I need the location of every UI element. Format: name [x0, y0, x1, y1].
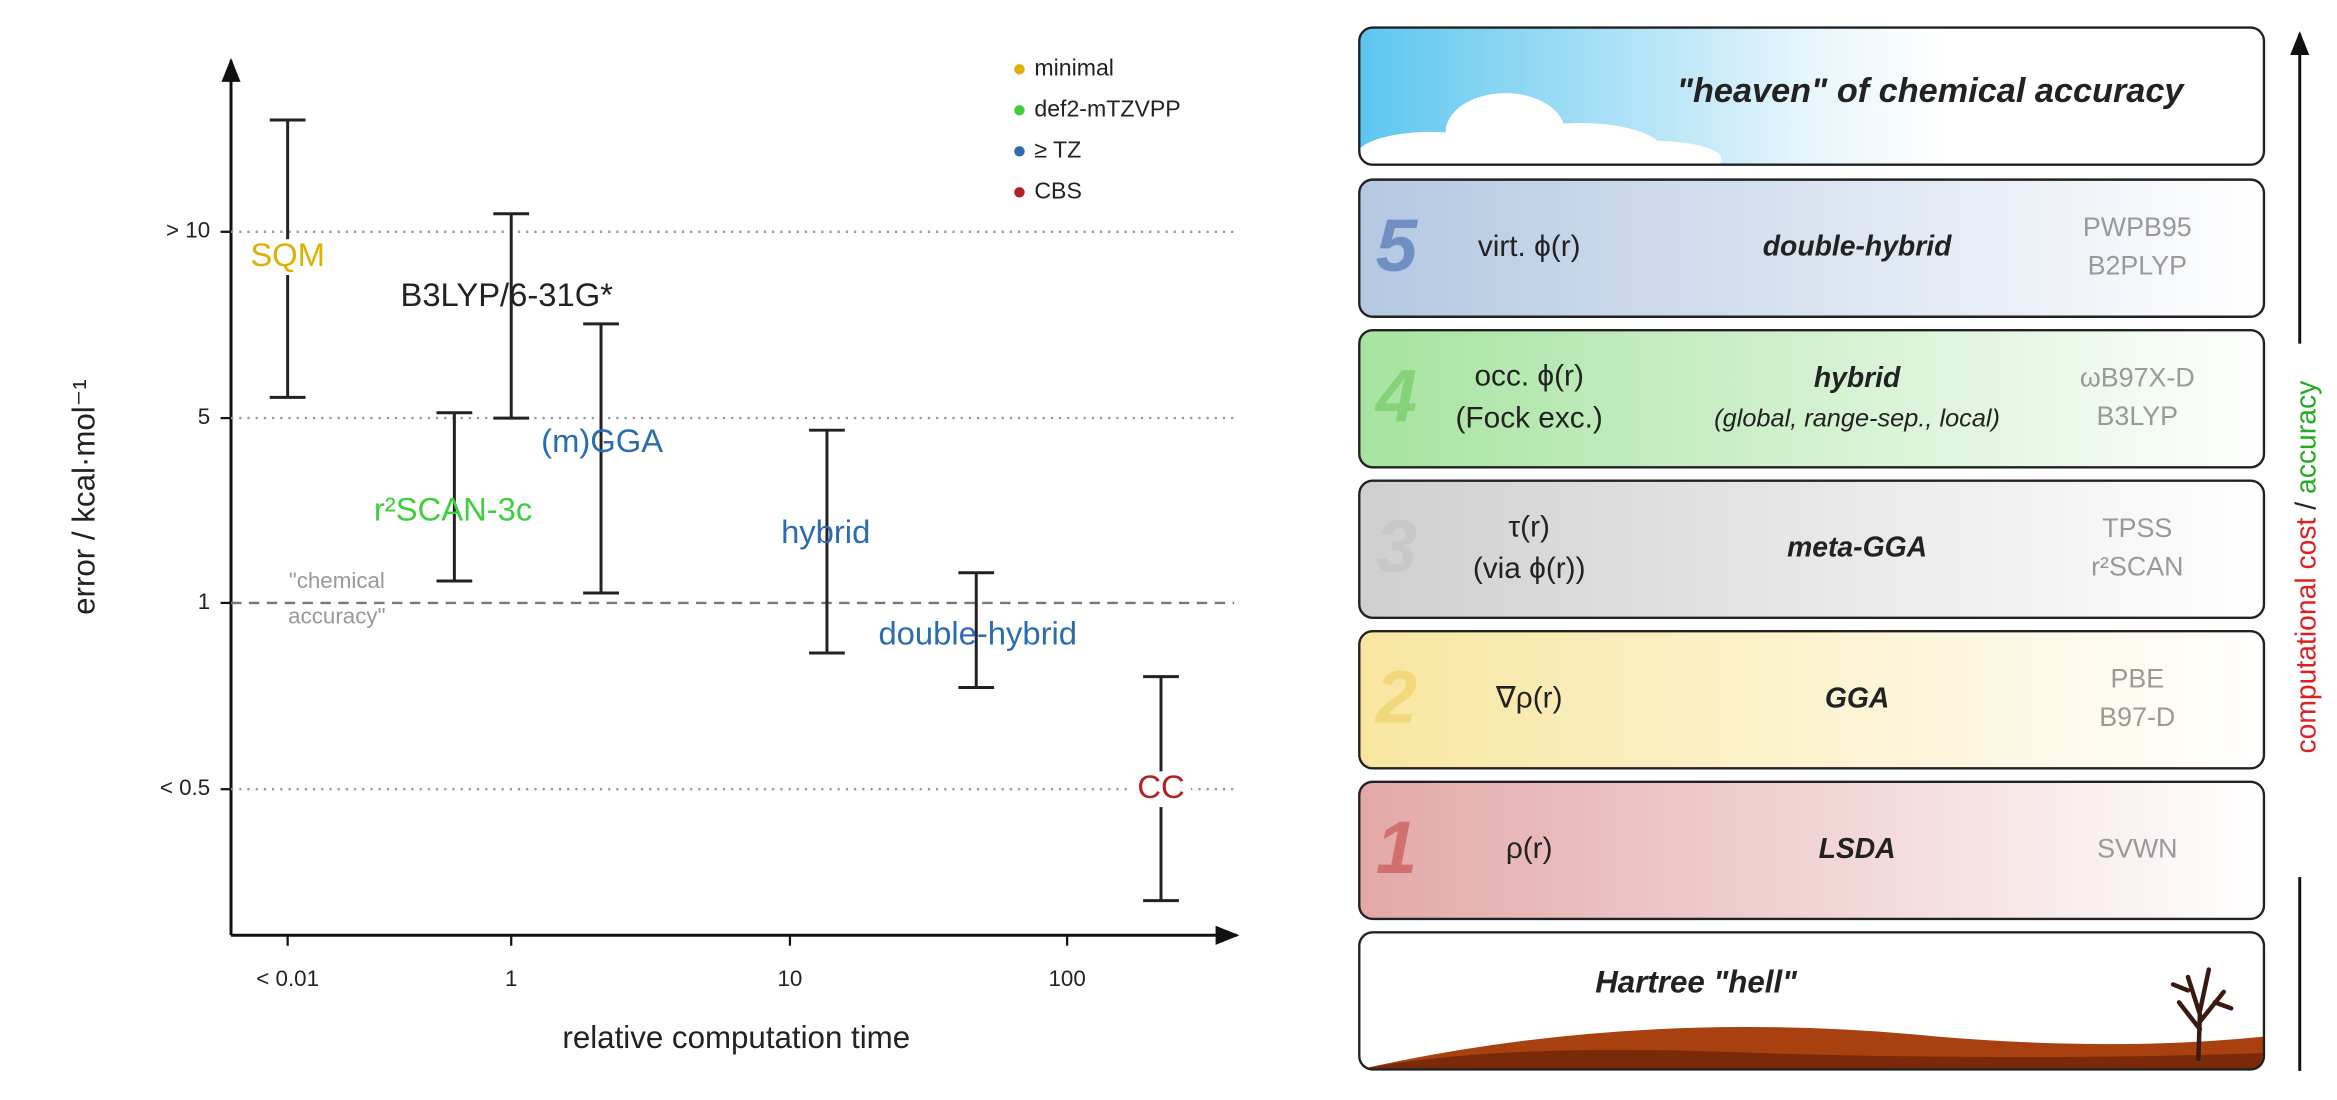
rung-box: [1358, 178, 2266, 318]
series-label: CC: [1137, 768, 1184, 805]
rung-number: 3: [1376, 505, 1417, 588]
rung-number: 1: [1376, 806, 1417, 889]
rung-ingredient: occ. ϕ(r): [1474, 360, 1583, 393]
rung-box: [1358, 630, 2266, 770]
hell-label: Hartree "hell": [1595, 965, 1798, 1000]
label-background: [242, 239, 333, 276]
y-axis-title: error / kcal·mol⁻¹: [67, 379, 102, 615]
legend-label: ≥ TZ: [1034, 136, 1081, 162]
legend-label: def2-mTZVPP: [1034, 95, 1180, 121]
rung-name: GGA: [1825, 681, 1889, 713]
rung-name: hybrid: [1814, 361, 1901, 393]
rung-ingredient: virt. ϕ(r): [1478, 230, 1581, 263]
legend-label: minimal: [1034, 54, 1114, 80]
rung-subtitle: (global, range-sep., local): [1714, 404, 2000, 432]
x-axis-title: relative computation time: [562, 1020, 910, 1055]
rung-name: meta-GGA: [1787, 531, 1927, 563]
hell-box: [1358, 931, 2266, 1071]
rung-number: 2: [1374, 655, 1417, 738]
side-label-part: computational cost: [2290, 517, 2322, 753]
x-tick-label: 100: [1049, 966, 1086, 991]
legend-label: CBS: [1034, 177, 1081, 203]
rung-ingredient: ρ(r): [1506, 832, 1553, 865]
series-label: SQM: [250, 236, 325, 273]
legend-marker: [1014, 146, 1025, 157]
rung-example: ωB97X-D: [2080, 362, 2195, 392]
chemical-accuracy-label: accuracy": [288, 604, 385, 629]
heaven-label: "heaven" of chemical accuracy: [1677, 72, 2186, 110]
legend-marker: [1014, 64, 1025, 75]
rung-box: [1358, 328, 2266, 469]
side-label: computational cost / accuracy: [2290, 380, 2322, 754]
series-label: B3LYP/6-31G*: [400, 276, 613, 313]
rung-name: double-hybrid: [1763, 230, 1952, 262]
legend-marker: [1014, 187, 1025, 198]
series-label: hybrid: [781, 513, 870, 550]
heaven-box: [1358, 26, 2266, 166]
rung-ingredient: (via ϕ(r)): [1473, 552, 1586, 585]
rung-ingredient: τ(r): [1508, 510, 1550, 543]
rung-example: B3LYP: [2097, 401, 2178, 431]
y-tick-label: 1: [198, 589, 210, 614]
label-background: [1131, 771, 1191, 808]
rung-example: SVWN: [2097, 833, 2177, 863]
series-label: double-hybrid: [878, 614, 1077, 651]
rung-name: LSDA: [1819, 832, 1896, 864]
y-tick-label: < 0.5: [160, 775, 210, 800]
rung-number: 4: [1374, 354, 1417, 437]
rung-box: [1358, 780, 2266, 921]
x-tick-label: 10: [778, 966, 803, 991]
rung-ingredient: (Fock exc.): [1456, 401, 1603, 434]
legend-marker: [1014, 105, 1025, 116]
series-label: (m)GGA: [541, 422, 663, 459]
rung-example: PWPB95: [2083, 212, 2192, 242]
side-label-part: /: [2290, 494, 2322, 518]
side-label-part: accuracy: [2290, 380, 2322, 494]
rung-number: 5: [1376, 204, 1419, 287]
rung-example: r²SCAN: [2091, 552, 2183, 582]
rung-example: TPSS: [2102, 513, 2172, 543]
rung-example: PBE: [2110, 663, 2164, 693]
chemical-accuracy-label: "chemical: [289, 568, 385, 593]
y-tick-label: > 10: [166, 218, 210, 243]
x-tick-label: < 0.01: [256, 966, 319, 991]
rung-example: B2PLYP: [2088, 251, 2187, 281]
x-tick-label: 1: [505, 966, 517, 991]
series-label: r²SCAN-3c: [374, 491, 532, 528]
rung-box: [1358, 479, 2266, 620]
rung-ingredient: ∇ρ(r): [1495, 682, 1563, 715]
rung-example: B97-D: [2099, 702, 2175, 732]
y-tick-label: 5: [198, 404, 210, 429]
